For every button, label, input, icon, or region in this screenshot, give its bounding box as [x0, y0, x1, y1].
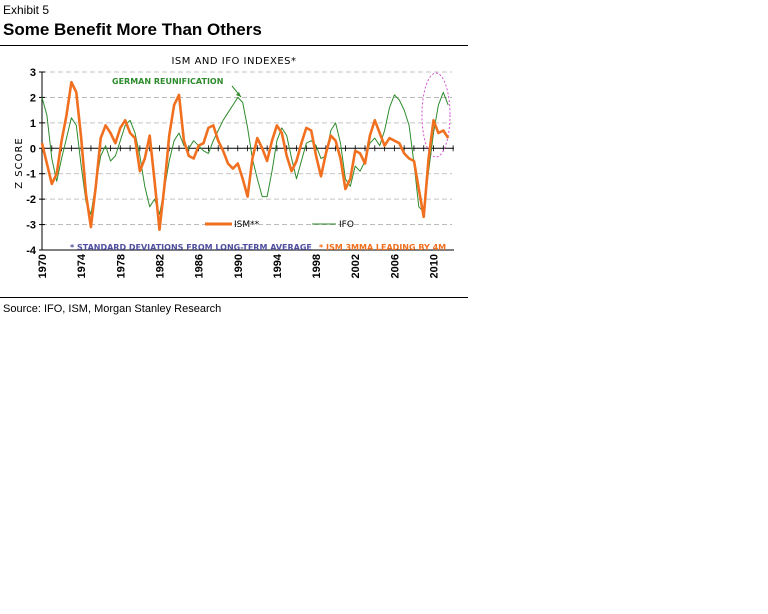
x-tick-label: 2002: [350, 254, 362, 278]
x-tick-label: 2006: [389, 254, 401, 278]
chart-title: ISM AND IFO INDEXES*: [171, 56, 296, 67]
y-tick-label: 3: [30, 67, 36, 79]
x-tick-label: 1990: [233, 254, 245, 278]
arrowhead-icon: [236, 92, 241, 97]
footnote-standard-deviations: * STANDARD DEVIATIONS FROM LONG-TERM AVE…: [70, 243, 312, 252]
page-title: Some Benefit More Than Others: [3, 20, 262, 39]
legend-ifo-label: IFO: [339, 220, 354, 230]
y-axis-label: Z SCORE: [14, 137, 25, 189]
x-tick-label: 1974: [76, 253, 88, 278]
x-tick-label: 1970: [37, 254, 49, 278]
y-tick-labels: 3 2 1 0 -1 -2 -3 -4: [26, 67, 37, 257]
top-divider: [0, 45, 468, 46]
y-tick-label: -4: [26, 245, 37, 257]
x-tick-label: 2010: [429, 254, 441, 278]
y-tick-label: 2: [30, 92, 36, 104]
x-tick-label: 1978: [115, 254, 127, 278]
y-tick-label: 0: [30, 143, 36, 155]
axes: [39, 71, 454, 251]
bottom-divider: [0, 297, 468, 298]
x-tick-labels: 1970 1974 1978 1982 1986 1990 1994 1998 2002 2006…: [37, 253, 441, 278]
y-tick-label: 1: [30, 118, 36, 130]
y-tick-label: -3: [26, 220, 36, 232]
exhibit-label: Exhibit 5: [3, 3, 50, 17]
footnote-ism-leading: * ISM 3MMA LEADING BY 4M: [319, 243, 446, 252]
x-tick-label: 1986: [194, 254, 206, 278]
chart-legend: ISM** IFO: [205, 220, 354, 230]
x-tick-label: 1982: [154, 254, 166, 278]
series-lines: [40, 80, 450, 231]
legend-ism-label: ISM**: [234, 220, 260, 230]
x-tick-label: 1994: [272, 253, 284, 278]
y-tick-label: -1: [26, 169, 36, 181]
ifo-series-line: [41, 91, 449, 215]
source-note: Source: IFO, ISM, Morgan Stanley Researc…: [3, 303, 222, 315]
x-tick-label: 1998: [311, 254, 323, 278]
recent-period-highlight: [421, 72, 451, 158]
ism-series-line: [40, 80, 450, 231]
y-tick-label: -2: [26, 194, 36, 206]
reunification-annotation: GERMAN REUNIFICATION: [112, 77, 223, 86]
